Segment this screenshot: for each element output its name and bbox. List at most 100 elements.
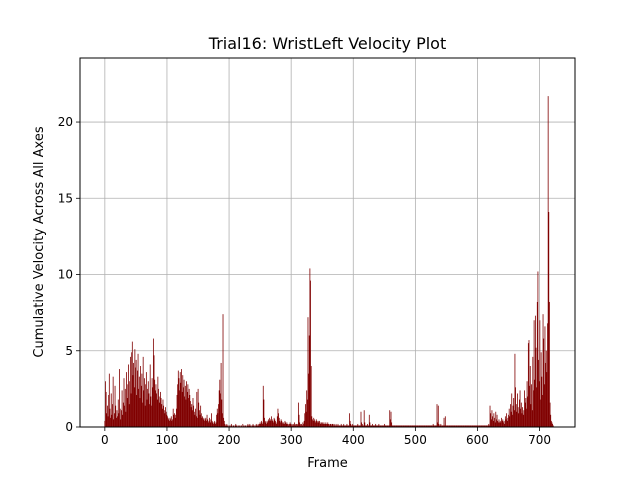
velocity-bar <box>354 425 356 427</box>
velocity-bar <box>144 378 145 427</box>
velocity-bar <box>317 422 318 427</box>
velocity-bar <box>499 422 501 427</box>
velocity-bar <box>157 376 159 427</box>
velocity-bar <box>548 212 550 427</box>
velocity-bar <box>535 347 537 427</box>
velocity-bar <box>223 417 225 427</box>
velocity-bar <box>458 425 460 427</box>
velocity-bar <box>294 423 296 427</box>
velocity-bar <box>312 419 313 427</box>
y-tick-label: 15 <box>58 191 73 205</box>
velocity-bar <box>297 402 299 427</box>
velocity-bar <box>377 425 378 427</box>
velocity-bar <box>534 315 536 427</box>
velocity-bar <box>259 422 261 427</box>
velocity-bar <box>492 420 494 427</box>
velocity-bar <box>550 420 552 427</box>
velocity-bar <box>536 387 538 427</box>
velocity-bar <box>418 425 420 427</box>
velocity-bar <box>357 423 359 427</box>
velocity-bar <box>503 422 504 427</box>
velocity-bar <box>432 425 433 427</box>
velocity-bar <box>392 425 394 427</box>
gridlines <box>80 58 575 428</box>
velocity-bar <box>191 410 193 427</box>
velocity-bar <box>255 425 256 427</box>
velocity-bar <box>456 425 458 427</box>
velocity-bar <box>260 423 262 427</box>
velocity-bar <box>197 417 198 427</box>
velocity-bar <box>190 407 192 427</box>
velocity-bar <box>490 413 492 427</box>
velocity-bar <box>291 423 293 427</box>
velocity-bar <box>313 417 315 427</box>
velocity-bar <box>445 425 447 427</box>
velocity-bar <box>243 425 244 427</box>
velocity-bar <box>236 425 237 427</box>
velocity-bar <box>293 425 295 427</box>
velocity-bar <box>388 425 390 427</box>
velocity-bar <box>327 422 329 427</box>
velocity-bar <box>467 425 469 427</box>
velocity-bar <box>394 425 396 427</box>
velocity-bar <box>356 425 357 427</box>
velocity-bar <box>478 425 479 427</box>
velocity-bar <box>323 422 325 427</box>
velocity-bar <box>414 425 416 427</box>
velocity-bar <box>506 413 508 427</box>
velocity-bar <box>472 425 474 427</box>
velocity-bar <box>216 414 218 427</box>
velocity-bar <box>316 420 318 427</box>
velocity-bar <box>159 402 161 427</box>
velocity-bar <box>502 419 504 427</box>
velocity-bar <box>407 425 409 427</box>
velocity-bar <box>336 425 338 427</box>
velocity-bar <box>302 422 304 427</box>
velocity-bar <box>121 410 122 427</box>
velocity-bar <box>420 425 422 427</box>
velocity-bar <box>366 425 368 427</box>
velocity-bar <box>273 417 275 427</box>
velocity-bar <box>193 411 195 427</box>
velocity-bar <box>386 425 388 427</box>
velocity-bar <box>240 425 242 427</box>
velocity-bar <box>547 96 549 427</box>
velocity-bar <box>372 423 373 427</box>
velocity-bar <box>188 388 190 427</box>
velocity-bar <box>462 425 463 427</box>
velocity-bar <box>275 422 277 427</box>
velocity-bar <box>274 420 276 427</box>
velocity-bar <box>288 425 290 427</box>
velocity-bar <box>349 413 350 427</box>
velocity-bar <box>211 413 212 427</box>
velocity-bar <box>501 420 503 427</box>
velocity-bar <box>216 408 218 427</box>
velocity-bar <box>211 420 213 427</box>
velocity-bar <box>519 390 521 427</box>
velocity-bar <box>352 423 354 427</box>
velocity-bar <box>290 423 292 427</box>
velocity-bar <box>294 422 295 427</box>
velocity-bar <box>510 411 512 427</box>
velocity-bar <box>209 417 211 427</box>
velocity-bar <box>380 425 382 427</box>
velocity-bar <box>541 376 543 427</box>
velocity-bar <box>255 423 257 427</box>
velocity-bar <box>147 388 149 427</box>
velocity-bar <box>215 422 217 427</box>
velocity-bar <box>156 393 157 427</box>
velocity-bar <box>340 425 341 427</box>
velocity-bar <box>411 425 413 427</box>
velocity-bar <box>286 422 288 427</box>
velocity-bar <box>400 425 401 427</box>
velocity-bar <box>381 425 383 427</box>
velocity-bar <box>178 378 180 427</box>
velocity-bar <box>209 422 211 427</box>
velocity-bar <box>404 425 405 427</box>
velocity-bar <box>196 391 198 427</box>
velocity-bar <box>111 414 113 427</box>
velocity-bar <box>469 425 470 427</box>
velocity-bar <box>455 425 457 427</box>
velocity-bar <box>138 388 140 427</box>
velocity-bar <box>508 414 509 427</box>
